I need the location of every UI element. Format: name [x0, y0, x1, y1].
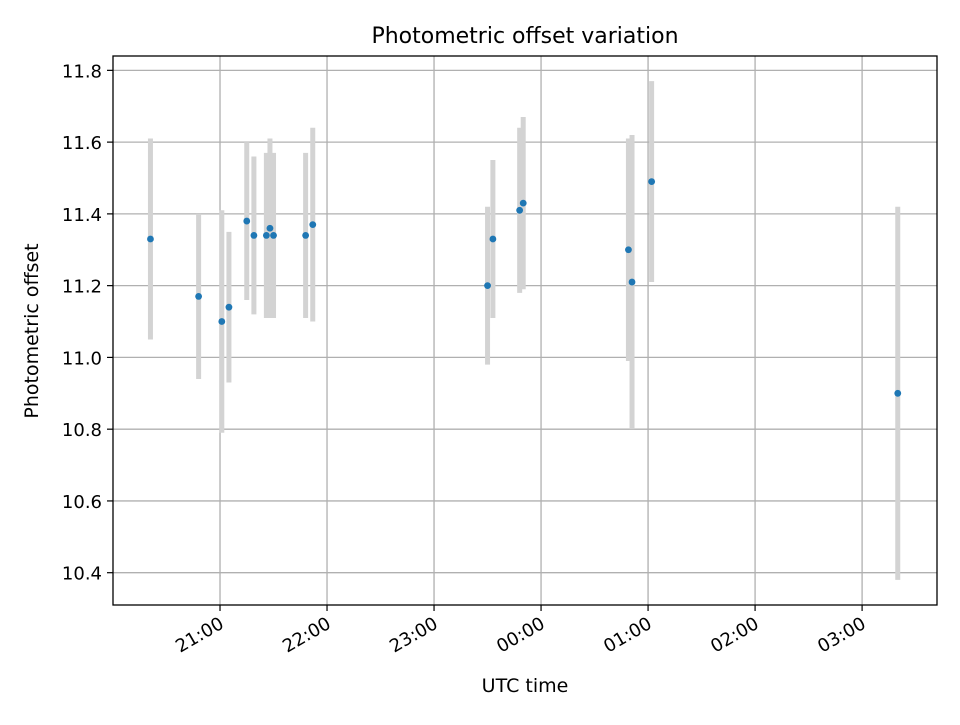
x-axis-label: UTC time	[482, 675, 569, 697]
errorbars	[147, 81, 901, 580]
x-tick-label: 02:00	[707, 613, 762, 657]
data-point	[519, 199, 527, 207]
x-tick-label: 21:00	[172, 613, 227, 657]
data-point	[218, 318, 226, 325]
y-tick-label: 10.6	[62, 492, 102, 513]
x-axis-ticks: 21:00 22:00 23:00 00:00 01:00 02:00 03:00	[172, 605, 870, 657]
x-tick-label: 23:00	[386, 613, 441, 657]
data-point	[894, 389, 902, 397]
y-axis-ticks: 10.4 10.6 10.8 11.0 11.2 11.4 11.6 11.8	[62, 61, 113, 585]
data-point	[195, 293, 203, 300]
y-tick-label: 11.0	[62, 348, 102, 369]
y-tick-label: 11.4	[62, 205, 102, 226]
y-tick-label: 11.6	[62, 133, 102, 154]
data-point	[309, 221, 317, 229]
y-tick-label: 10.8	[62, 420, 102, 441]
x-tick-label: 00:00	[493, 613, 548, 657]
x-tick-label: 01:00	[600, 613, 655, 657]
x-tick-label: 03:00	[814, 613, 869, 657]
data-point	[147, 235, 154, 243]
data-point	[516, 206, 524, 214]
data-point	[250, 232, 258, 239]
plot-area-frame	[112, 55, 938, 606]
data-point	[302, 232, 310, 239]
data-points	[147, 178, 902, 397]
x-tick-label: 22:00	[279, 613, 334, 657]
data-point	[648, 178, 656, 185]
data-point	[262, 232, 270, 239]
y-tick-label: 11.8	[62, 61, 102, 82]
data-point	[225, 303, 233, 311]
data-point	[484, 282, 491, 290]
data-point	[489, 235, 497, 243]
data-point	[628, 278, 636, 286]
y-axis-label: Photometric offset	[21, 243, 43, 418]
y-tick-label: 10.4	[62, 564, 102, 585]
chart-title: Photometric offset variation	[371, 24, 678, 49]
data-point	[625, 246, 632, 254]
data-point	[243, 217, 251, 225]
data-point	[270, 232, 277, 239]
data-point	[266, 224, 274, 232]
y-tick-label: 11.2	[62, 277, 102, 298]
